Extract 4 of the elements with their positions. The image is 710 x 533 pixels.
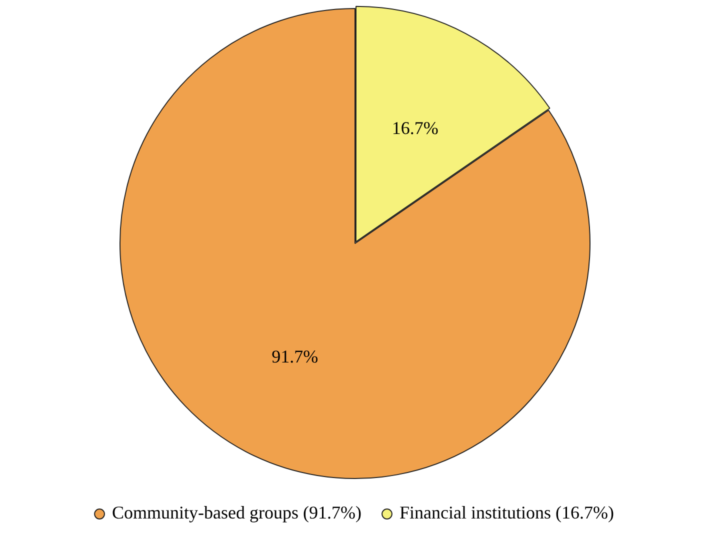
legend-label: Financial institutions (16.7%) <box>399 502 614 523</box>
legend-label: Community-based groups (91.7%) <box>112 502 362 523</box>
data-label: 91.7% <box>272 346 318 367</box>
data-label: 16.7% <box>392 118 438 138</box>
